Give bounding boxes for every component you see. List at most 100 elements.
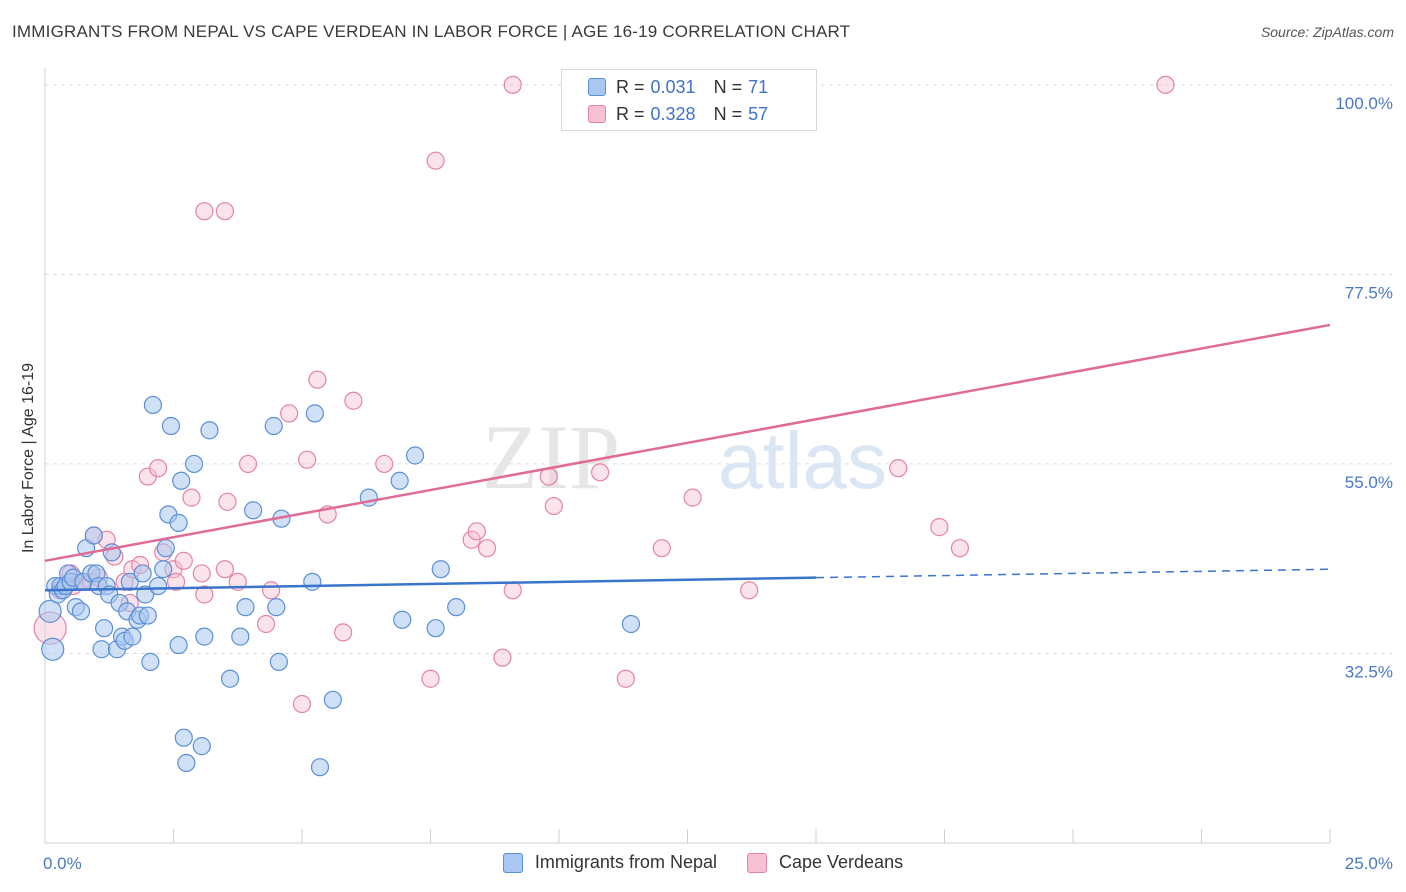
data-point-cape <box>616 669 635 688</box>
data-point-cape <box>218 492 237 511</box>
data-point-nepal <box>269 652 288 671</box>
data-point-cape <box>298 450 317 469</box>
data-point-cape <box>166 572 186 591</box>
data-point-nepal <box>84 526 103 545</box>
data-point-cape <box>192 564 211 583</box>
data-point-nepal <box>264 416 283 436</box>
data-point-nepal <box>41 637 65 661</box>
data-point-nepal <box>133 564 152 583</box>
data-point-cape <box>195 202 214 221</box>
data-point-cape <box>503 581 522 600</box>
data-point-cape <box>256 614 276 634</box>
legend-item-nepal: Immigrants from Nepal <box>502 852 717 873</box>
data-point-cape <box>292 694 312 714</box>
data-point-nepal <box>120 572 139 591</box>
data-point-nepal <box>405 446 425 465</box>
data-point-nepal <box>156 539 175 558</box>
data-point-nepal <box>95 619 114 638</box>
legend-swatch-nepal <box>588 78 606 96</box>
legend-row-nepal: R = 0.031 N = 71 <box>588 75 768 99</box>
data-point-nepal <box>148 576 168 596</box>
data-point-cape <box>195 585 214 604</box>
series-legend: Immigrants from Nepal Cape Verdeans <box>0 852 1406 873</box>
data-point-nepal <box>621 614 641 634</box>
data-point-cape <box>238 454 258 474</box>
x-tick-label: 0.0% <box>43 854 82 873</box>
source-credit: Source: ZipAtlas.com <box>1260 24 1394 40</box>
data-point-nepal <box>143 395 163 415</box>
axes <box>44 68 1331 844</box>
correlation-legend: R = 0.031 N = 71 R = 0.328 N = 57 <box>561 69 817 131</box>
legend-n-value: 57 <box>748 103 769 124</box>
data-point-nepal <box>390 471 409 490</box>
chart-title: IMMIGRANTS FROM NEPAL VS CAPE VERDEAN IN… <box>12 22 851 41</box>
data-point-cape <box>215 202 234 221</box>
data-point-nepal <box>169 513 188 532</box>
legend-row-cape: R = 0.328 N = 57 <box>588 102 768 126</box>
series-cape-verdeans <box>33 75 1175 714</box>
data-point-nepal <box>447 598 466 617</box>
data-point-cape <box>174 551 193 570</box>
data-point-cape <box>467 522 486 541</box>
watermark-zip: ZIP <box>482 406 620 508</box>
data-point-cape <box>740 581 759 600</box>
data-point-cape <box>652 539 671 558</box>
data-point-nepal <box>184 454 204 474</box>
data-point-nepal <box>169 635 188 655</box>
legend-item-cape: Cape Verdeans <box>746 852 904 873</box>
data-point-cape <box>421 669 440 688</box>
grid-lines <box>45 84 1392 654</box>
x-tick-labels: 0.0% 25.0% <box>43 854 1393 873</box>
data-point-cape <box>683 488 702 507</box>
y-axis-label: In Labor Force | Age 16-19 <box>20 363 37 553</box>
data-point-nepal <box>161 416 181 436</box>
data-point-nepal <box>426 619 445 638</box>
legend-r-value: 0.328 <box>650 103 696 124</box>
watermark-atlas: atlas <box>718 416 887 505</box>
data-point-nepal <box>195 627 214 646</box>
series-nepal <box>38 395 641 777</box>
data-point-cape <box>591 463 610 482</box>
data-point-cape <box>262 581 281 600</box>
data-point-nepal <box>267 598 286 617</box>
data-point-nepal <box>92 640 111 659</box>
trend-line-nepal <box>44 576 817 592</box>
data-point-cape <box>493 648 512 667</box>
data-point-nepal <box>192 737 211 756</box>
legend-label-nepal: Immigrants from Nepal <box>534 852 717 872</box>
data-point-nepal <box>220 669 240 688</box>
data-point-nepal <box>303 572 322 591</box>
data-point-cape <box>544 496 563 516</box>
data-point-cape <box>308 370 327 389</box>
legend-r-value: 0.031 <box>650 76 696 97</box>
legend-r-label: R = <box>616 76 645 97</box>
data-point-cape <box>148 459 168 478</box>
legend-r-label: R = <box>616 103 645 124</box>
legend-label-cape: Cape Verdeans <box>778 852 904 872</box>
data-point-cape <box>503 75 522 94</box>
data-point-cape <box>344 391 363 410</box>
trend-lines <box>44 323 1331 592</box>
data-point-nepal <box>200 421 219 440</box>
legend-n-label: N = <box>713 76 743 97</box>
data-point-nepal <box>231 627 250 646</box>
data-point-nepal <box>154 560 173 579</box>
data-point-nepal <box>136 585 155 604</box>
data-point-nepal <box>305 404 324 423</box>
data-point-nepal <box>393 610 412 629</box>
data-point-cape <box>280 404 299 423</box>
y-tick-label: 32.5% <box>1345 662 1393 681</box>
data-point-nepal <box>236 598 255 617</box>
y-tick-label: 77.5% <box>1345 283 1393 302</box>
legend-swatch-cape <box>588 105 606 123</box>
data-point-cape <box>215 560 234 579</box>
watermark: ZIP atlas <box>482 406 887 508</box>
data-point-cape <box>182 488 201 507</box>
y-tick-label: 55.0% <box>1345 473 1393 492</box>
data-point-nepal <box>323 690 342 709</box>
x-tick-label: 25.0% <box>1345 854 1393 873</box>
data-point-cape <box>1156 75 1175 94</box>
data-point-nepal <box>38 599 62 623</box>
data-point-cape <box>930 518 949 537</box>
